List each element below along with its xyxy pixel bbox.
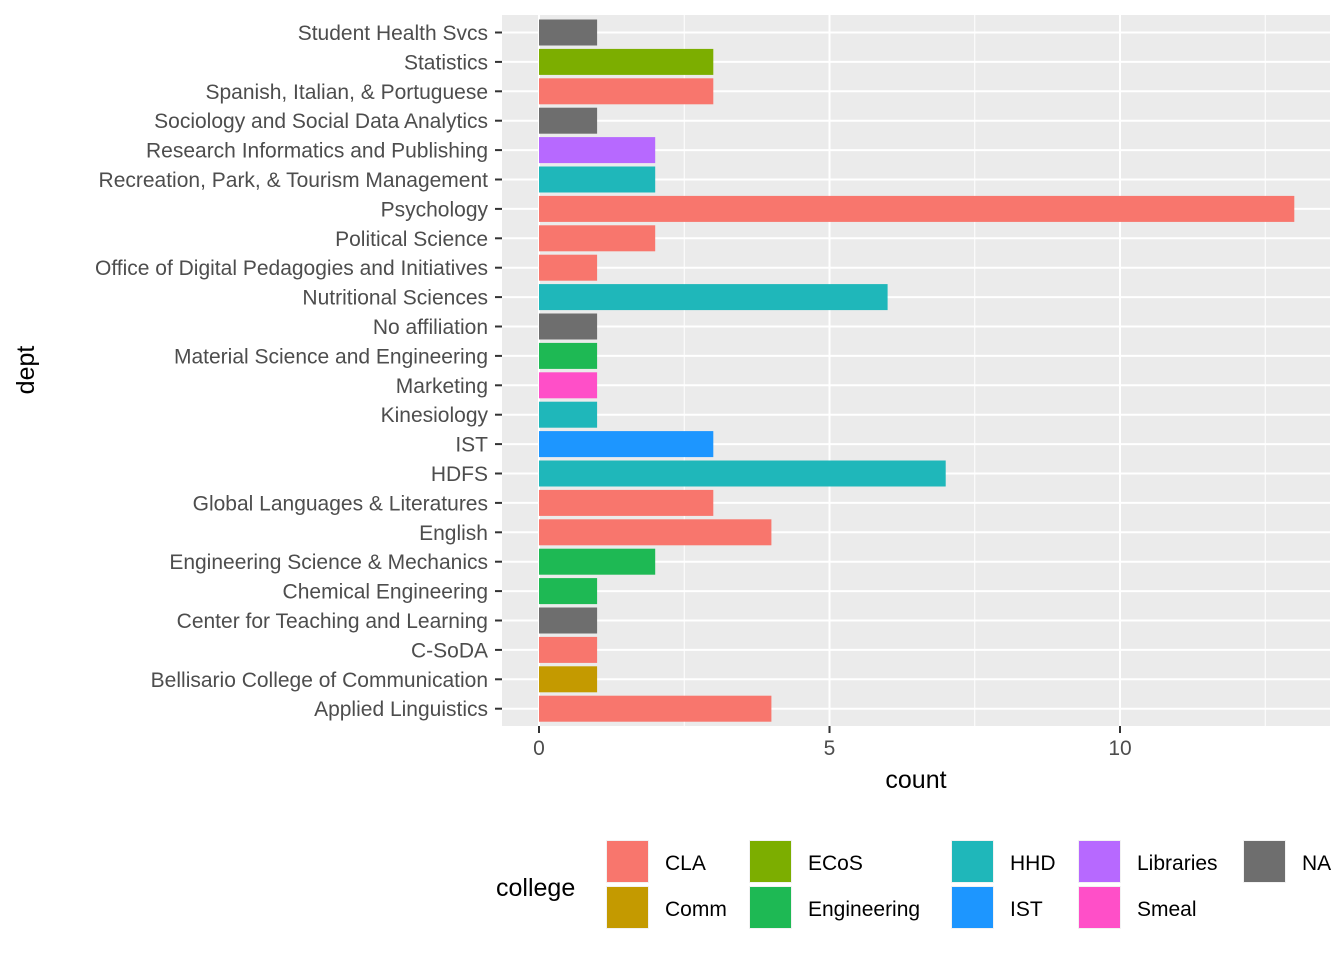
legend-key: [1079, 887, 1120, 928]
bar: [539, 254, 598, 281]
y-tick-label: Center for Teaching and Learning: [177, 610, 488, 633]
y-tick-label: Engineering Science & Mechanics: [169, 551, 488, 574]
legend-label: NA: [1302, 852, 1331, 875]
bar: [539, 78, 714, 105]
bar: [539, 666, 598, 693]
bar: [539, 195, 1295, 222]
x-axis: 0 5 10: [533, 726, 1132, 760]
y-tick-label: Bellisario College of Communication: [151, 669, 488, 692]
bar: [539, 137, 656, 164]
y-axis-title: dept: [12, 346, 40, 395]
legend-key: [1244, 841, 1285, 882]
y-tick-label: C-SoDA: [411, 639, 488, 662]
y-tick-label: Applied Linguistics: [314, 698, 488, 721]
y-tick-label: IST: [455, 434, 488, 457]
legend-label: Engineering: [808, 898, 920, 921]
bar: [539, 431, 714, 458]
y-tick-label: Statistics: [404, 51, 488, 74]
legend-label: ECoS: [808, 852, 863, 875]
bar: [539, 489, 714, 516]
y-tick-label: Material Science and Engineering: [174, 345, 488, 368]
y-tick-label: Nutritional Sciences: [302, 287, 488, 310]
y-tick-label: Office of Digital Pedagogies and Initiat…: [95, 257, 488, 280]
bar: [539, 460, 946, 487]
x-tick-label: 0: [533, 737, 545, 760]
x-tick-label: 5: [824, 737, 836, 760]
panel-background: [502, 15, 1330, 726]
legend-key: [750, 887, 791, 928]
bar: [539, 607, 598, 634]
y-tick-label: Sociology and Social Data Analytics: [154, 110, 488, 133]
bar: [539, 342, 598, 369]
bar: [539, 401, 598, 428]
legend-title: college: [496, 874, 575, 902]
legend-key: [607, 887, 648, 928]
y-tick-label: Chemical Engineering: [283, 581, 488, 604]
bar: [539, 166, 656, 193]
bar: [539, 695, 772, 722]
legend-key: [952, 841, 993, 882]
legend-label: HHD: [1010, 852, 1056, 875]
y-tick-label: Political Science: [335, 228, 488, 251]
legend-key: [607, 841, 648, 882]
plot-panel: [502, 15, 1330, 726]
bar: [539, 284, 888, 311]
y-tick-label: HDFS: [431, 463, 488, 486]
x-tick-label: 10: [1108, 737, 1131, 760]
bar: [539, 548, 656, 575]
legend-key: [952, 887, 993, 928]
legend: college CLA Comm ECoS Engineering HHD IST Libr…: [496, 840, 1331, 929]
bar: [539, 578, 598, 605]
legend-label: Smeal: [1137, 898, 1197, 921]
x-axis-title: count: [885, 766, 946, 794]
bar: [539, 19, 598, 46]
bar: [539, 107, 598, 134]
y-tick-label: Spanish, Italian, & Portuguese: [205, 81, 488, 104]
y-tick-label: Kinesiology: [381, 404, 489, 427]
y-tick-label: Research Informatics and Publishing: [146, 140, 488, 163]
bar: [539, 225, 656, 252]
y-axis: Applied Linguistics Bellisario College of…: [95, 22, 502, 721]
bar: [539, 519, 772, 546]
y-tick-label: No affiliation: [373, 316, 488, 339]
legend-label: CLA: [665, 852, 706, 875]
bar: [539, 313, 598, 340]
y-tick-label: Student Health Svcs: [298, 22, 488, 45]
bar: [539, 372, 598, 399]
y-tick-label: Global Languages & Literatures: [193, 492, 488, 515]
legend-label: IST: [1010, 898, 1043, 921]
bar: [539, 48, 714, 75]
y-tick-label: Psychology: [381, 198, 489, 221]
legend-key: [1079, 841, 1120, 882]
y-tick-label: Recreation, Park, & Tourism Management: [99, 169, 489, 192]
legend-label: Libraries: [1137, 852, 1218, 875]
legend-label: Comm: [665, 898, 727, 921]
legend-key: [750, 841, 791, 882]
bar: [539, 636, 598, 663]
y-tick-label: English: [419, 522, 488, 545]
y-tick-label: Marketing: [396, 375, 488, 398]
bars: [539, 19, 1295, 722]
